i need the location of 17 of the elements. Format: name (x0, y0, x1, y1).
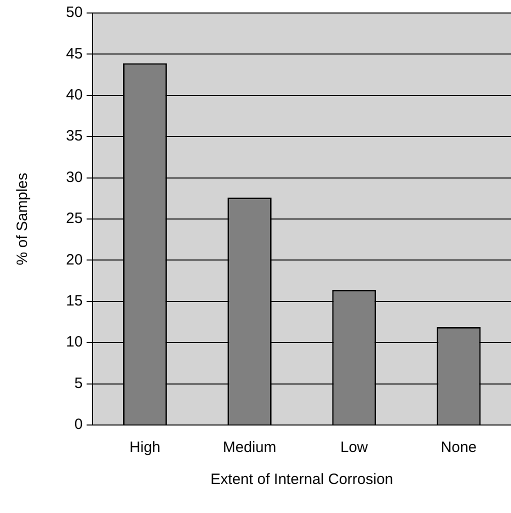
y-tick-label: 35 (66, 128, 83, 145)
x-tick-label: Low (340, 439, 368, 456)
y-tick-label: 10 (66, 334, 83, 351)
y-tick-label: 15 (66, 292, 83, 310)
x-tick-label: Medium (222, 439, 276, 456)
x-tick-label: High (130, 439, 160, 456)
y-tick-label: 20 (66, 251, 83, 268)
x-axis-title: Extent of Internal Corrosion (210, 471, 394, 488)
x-tick-label: None (440, 439, 477, 456)
y-tick-label: 30 (66, 168, 83, 186)
y-tick-label: 45 (66, 45, 83, 62)
y-tick-label: 50 (66, 4, 83, 22)
y-axis-title: % of Samples (14, 172, 32, 266)
y-tick-label: 5 (74, 374, 83, 392)
y-tick-label: 25 (66, 210, 83, 228)
y-tick-label: 40 (66, 86, 83, 104)
y-tick-label: 0 (74, 416, 83, 434)
